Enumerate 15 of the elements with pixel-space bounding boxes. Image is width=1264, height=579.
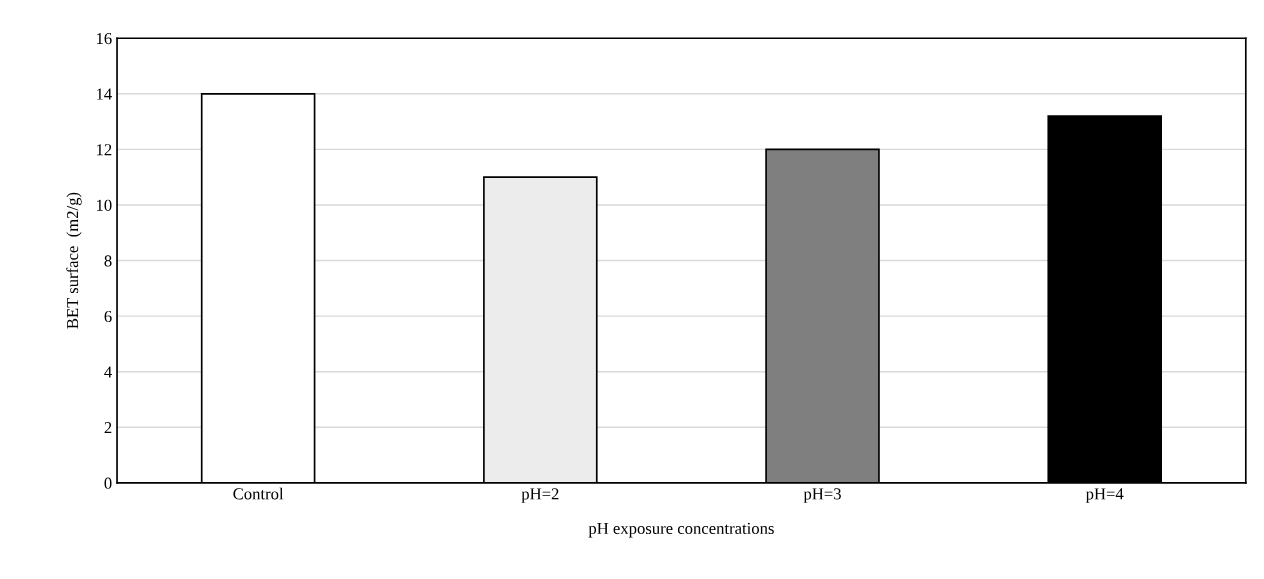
y-tick-label: 16	[96, 32, 112, 45]
y-tick-label: 10	[96, 199, 112, 211]
x-tick-label: pH=2	[521, 488, 559, 503]
y-tick-label: 12	[96, 144, 112, 156]
y-tick-label: 14	[96, 88, 112, 100]
x-axis-title: pH exposure concentrations	[588, 522, 774, 538]
y-tick-label: 4	[104, 366, 112, 378]
x-tick-label: pH=3	[803, 488, 841, 503]
x-tick-label: pH=4	[1085, 488, 1124, 503]
y-tick-label: 0	[104, 477, 112, 489]
y-tick-label: 6	[104, 310, 112, 323]
x-tick-label: Control	[233, 487, 284, 500]
y-tick-label: 8	[104, 255, 112, 267]
y-axis-title: BET surface (m2/g)	[66, 192, 82, 329]
y-tick-label: 2	[104, 422, 112, 434]
